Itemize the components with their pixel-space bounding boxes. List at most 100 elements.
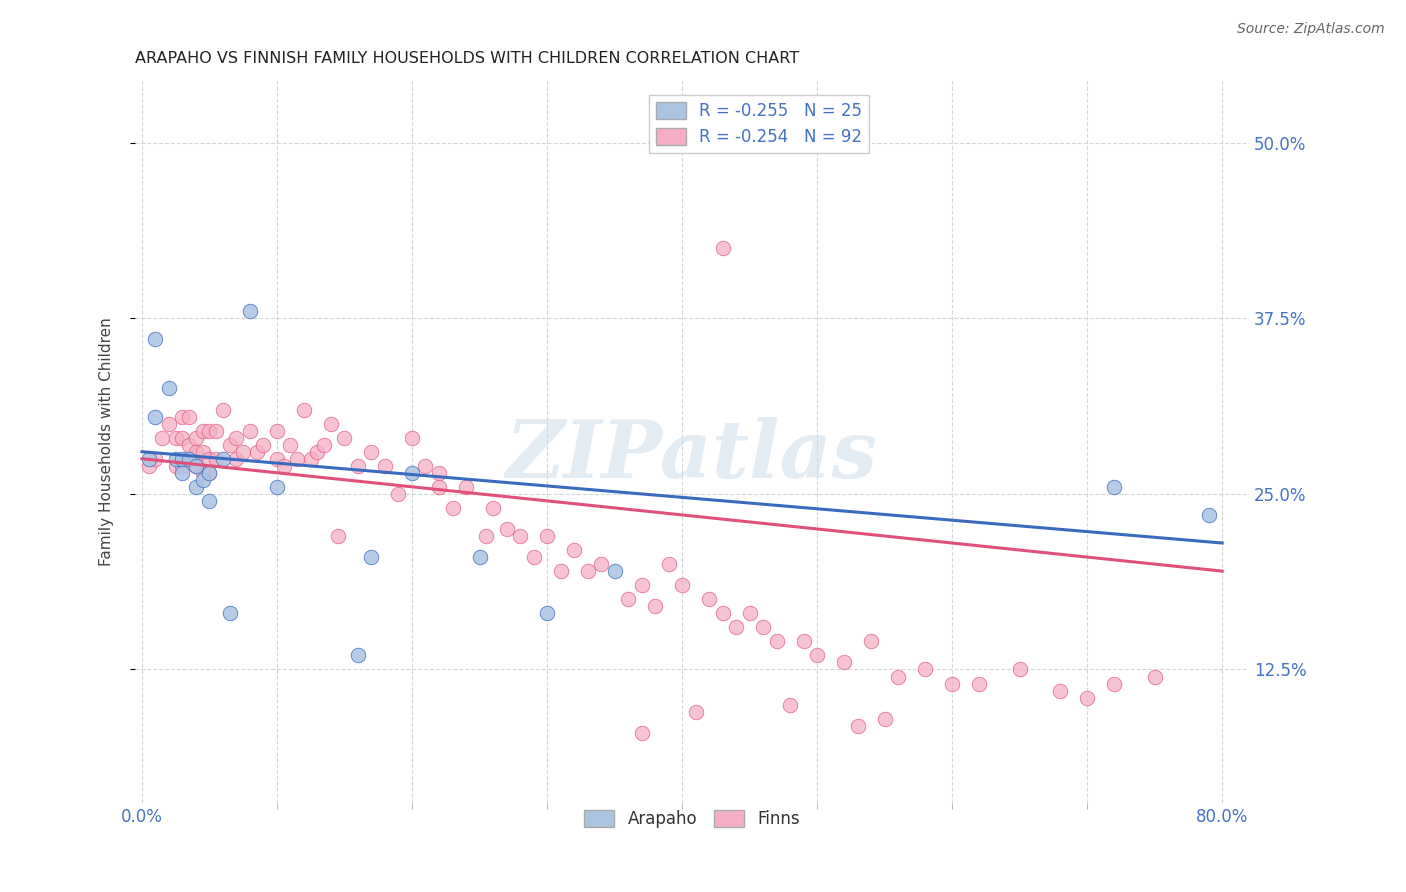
Point (685, 705, 707, 719)
Point (697, 592, 720, 607)
Point (165, 431, 187, 445)
Point (967, 676, 990, 690)
Point (941, 676, 963, 690)
Point (232, 444, 254, 458)
Text: ARAPAHO VS FINNISH FAMILY HOUSEHOLDS WITH CHILDREN CORRELATION CHART: ARAPAHO VS FINNISH FAMILY HOUSEHOLDS WIT… (135, 51, 800, 66)
Point (184, 458, 207, 473)
Point (266, 424, 288, 438)
Point (441, 500, 464, 515)
Point (307, 444, 329, 458)
Point (326, 529, 349, 543)
Point (314, 438, 336, 452)
Point (711, 607, 734, 621)
Point (427, 466, 450, 480)
Point (657, 557, 679, 571)
Point (401, 466, 423, 480)
Point (360, 444, 382, 458)
Point (550, 564, 572, 578)
Point (205, 424, 228, 438)
Point (184, 431, 207, 445)
Point (198, 494, 221, 508)
Point (184, 480, 207, 494)
Point (145, 451, 167, 466)
Point (387, 487, 409, 501)
Point (522, 550, 544, 565)
Point (172, 458, 194, 473)
Point (509, 529, 531, 543)
Point (630, 578, 652, 592)
Point (475, 529, 498, 543)
Point (1008, 663, 1031, 677)
Point (172, 409, 194, 424)
Point (860, 634, 883, 648)
Point (873, 712, 896, 726)
Y-axis label: Family Households with Children: Family Households with Children (100, 317, 114, 566)
Point (184, 458, 207, 473)
Point (671, 578, 693, 592)
Text: ZIPatlas: ZIPatlas (506, 417, 879, 494)
Point (172, 451, 194, 466)
Point (1049, 683, 1071, 698)
Point (266, 451, 288, 466)
Point (218, 438, 240, 452)
Point (184, 444, 207, 458)
Point (179, 438, 201, 452)
Point (765, 634, 787, 648)
Point (292, 402, 315, 417)
Point (319, 417, 342, 431)
Point (212, 402, 235, 417)
Point (138, 451, 160, 466)
Point (589, 557, 612, 571)
Point (239, 304, 262, 318)
Point (711, 241, 734, 255)
Point (347, 648, 370, 663)
Point (779, 698, 801, 712)
Point (644, 599, 666, 614)
Point (1076, 690, 1098, 705)
Point (239, 424, 262, 438)
Point (157, 417, 180, 431)
Point (165, 451, 187, 466)
Point (299, 451, 322, 466)
Point (198, 466, 221, 480)
Point (360, 550, 382, 565)
Point (806, 648, 828, 663)
Point (179, 451, 201, 466)
Point (145, 332, 167, 346)
Point (172, 431, 194, 445)
Point (576, 564, 599, 578)
Point (347, 458, 370, 473)
Point (738, 607, 761, 621)
Point (252, 438, 274, 452)
Point (225, 451, 247, 466)
Point (157, 381, 180, 395)
Point (198, 466, 221, 480)
Point (536, 529, 558, 543)
Point (914, 663, 936, 677)
Point (752, 620, 775, 634)
Point (1143, 669, 1166, 683)
Point (333, 431, 356, 445)
Point (172, 466, 194, 480)
Point (495, 522, 517, 536)
Point (630, 725, 652, 739)
Legend: Arapaho, Finns: Arapaho, Finns (578, 803, 807, 834)
Point (482, 500, 505, 515)
Point (427, 480, 450, 494)
Point (246, 444, 269, 458)
Point (266, 480, 288, 494)
Point (832, 656, 855, 670)
Point (273, 458, 295, 473)
Point (415, 458, 437, 473)
Point (1102, 676, 1125, 690)
Point (285, 451, 308, 466)
Point (191, 473, 214, 487)
Point (138, 458, 160, 473)
Point (150, 431, 173, 445)
Point (218, 607, 240, 621)
Point (887, 669, 910, 683)
Point (191, 444, 214, 458)
Point (454, 480, 477, 494)
Point (562, 543, 585, 558)
Point (225, 431, 247, 445)
